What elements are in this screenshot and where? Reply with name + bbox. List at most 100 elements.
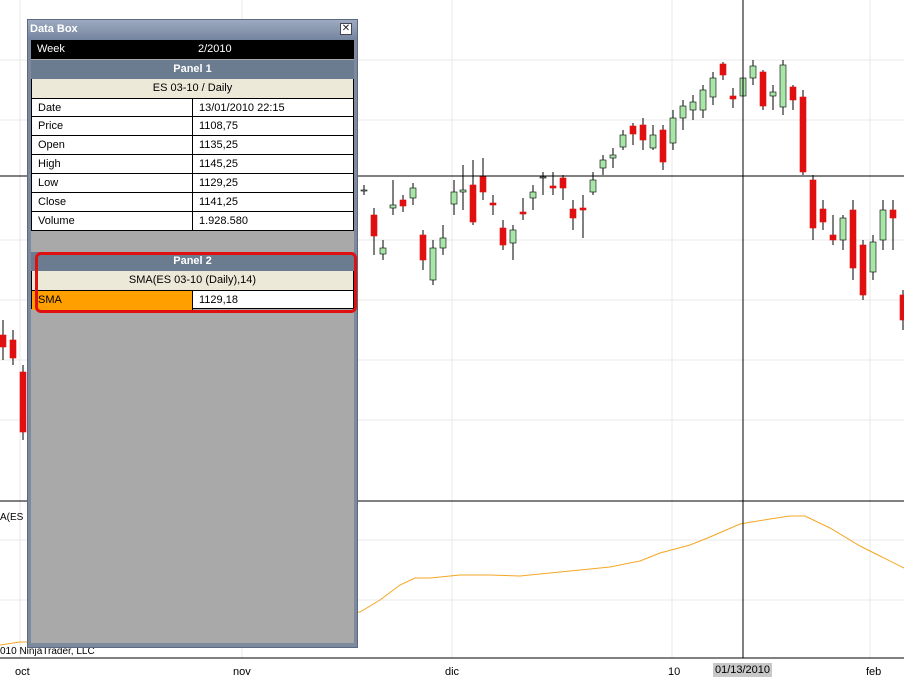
candle-body bbox=[699, 89, 707, 111]
candle-body bbox=[409, 187, 417, 199]
candle-body bbox=[19, 371, 27, 433]
candlestick bbox=[9, 330, 17, 365]
crosshair-date-label: 01/13/2010 bbox=[713, 663, 772, 677]
row-value: 1.928.580 bbox=[199, 215, 248, 227]
candlestick bbox=[579, 195, 587, 238]
candlestick bbox=[629, 123, 637, 145]
candlestick bbox=[799, 90, 807, 175]
candlestick bbox=[549, 172, 557, 195]
candle-body bbox=[759, 71, 767, 107]
indicator-tag: A(ES bbox=[0, 512, 24, 523]
candlestick bbox=[849, 200, 857, 280]
candle-body bbox=[689, 101, 697, 111]
sma-line bbox=[0, 515, 904, 646]
candlestick bbox=[589, 172, 597, 195]
candlestick bbox=[489, 195, 497, 215]
data-box-window[interactable]: Data Box ✕ Week 2/2010 Panel 1 ES 03-10 … bbox=[27, 19, 358, 648]
candle-body bbox=[9, 339, 17, 359]
candlestick bbox=[529, 185, 537, 210]
candlestick bbox=[709, 72, 717, 105]
candlestick bbox=[659, 125, 667, 170]
candle-body bbox=[899, 294, 904, 321]
data-row-price: Price 1108,75 bbox=[31, 117, 354, 136]
candlestick bbox=[360, 185, 368, 195]
candlestick bbox=[429, 240, 437, 285]
candle-body bbox=[360, 189, 368, 192]
candle-body bbox=[889, 209, 897, 219]
candlestick bbox=[609, 148, 617, 168]
row-value: 1129,18 bbox=[199, 294, 238, 306]
x-tick-label: 10 bbox=[668, 666, 680, 678]
candle-body bbox=[709, 77, 717, 98]
row-value: 1141,25 bbox=[199, 196, 238, 208]
candle-body bbox=[450, 191, 458, 205]
data-box-body: Week 2/2010 Panel 1 ES 03-10 / Daily Dat… bbox=[31, 40, 357, 643]
row-label: SMA bbox=[32, 291, 193, 310]
data-row-date: Date 13/01/2010 22:15 bbox=[31, 98, 354, 118]
panel1-header: Panel 1 bbox=[31, 60, 354, 79]
candle-body bbox=[679, 105, 687, 119]
data-box-title: Data Box bbox=[30, 23, 78, 35]
candle-body bbox=[849, 209, 857, 269]
candle-body bbox=[839, 217, 847, 241]
candlestick bbox=[559, 175, 567, 200]
candle-body bbox=[389, 204, 397, 209]
candlestick bbox=[450, 180, 458, 215]
candlestick bbox=[879, 200, 887, 250]
candlestick bbox=[569, 200, 577, 230]
row-value: 13/01/2010 22:15 bbox=[199, 102, 285, 114]
panel1-instrument: ES 03-10 / Daily bbox=[31, 79, 354, 98]
candlestick bbox=[769, 85, 777, 110]
candle-body bbox=[719, 63, 727, 76]
candlestick bbox=[459, 165, 467, 210]
candle-body bbox=[649, 134, 657, 149]
candlestick bbox=[759, 70, 767, 110]
candlestick bbox=[469, 160, 477, 225]
candlestick bbox=[729, 88, 737, 108]
candlestick bbox=[829, 215, 837, 245]
week-row: Week 2/2010 bbox=[31, 40, 354, 59]
x-axis-labels: oct nov dic 10 feb bbox=[15, 666, 881, 678]
row-label: Date bbox=[32, 99, 193, 118]
candlestick bbox=[499, 220, 507, 250]
candlestick bbox=[409, 183, 417, 205]
candlestick bbox=[379, 240, 387, 260]
close-icon[interactable]: ✕ bbox=[340, 23, 352, 35]
candle-body bbox=[509, 229, 517, 244]
candlestick bbox=[779, 60, 787, 115]
candle-body bbox=[559, 177, 567, 189]
candle-body bbox=[419, 234, 427, 261]
candlestick bbox=[899, 290, 904, 330]
candle-body bbox=[809, 179, 817, 229]
candlestick bbox=[749, 60, 757, 85]
data-row-volume: Volume 1.928.580 bbox=[31, 212, 354, 231]
data-box-titlebar[interactable]: Data Box ✕ bbox=[28, 20, 357, 40]
candle-body bbox=[669, 117, 677, 144]
candlestick bbox=[519, 198, 527, 220]
candlestick bbox=[699, 85, 707, 118]
candle-body bbox=[729, 95, 737, 100]
x-tick-label: nov bbox=[233, 666, 251, 678]
data-row-open: Open 1135,25 bbox=[31, 136, 354, 155]
data-row-high: High 1145,25 bbox=[31, 155, 354, 174]
candlestick bbox=[509, 225, 517, 260]
row-label: Low bbox=[32, 174, 193, 193]
candle-body bbox=[859, 244, 867, 296]
row-label: Volume bbox=[32, 212, 193, 231]
row-value: 1108,75 bbox=[199, 120, 238, 132]
candle-body bbox=[589, 179, 597, 193]
candlestick bbox=[679, 100, 687, 130]
candle-body bbox=[479, 175, 487, 193]
x-tick-label: dic bbox=[445, 666, 460, 678]
data-row-sma: SMA 1129,18 bbox=[31, 290, 354, 310]
candle-body bbox=[439, 237, 447, 249]
candlestick bbox=[479, 158, 487, 200]
candle-body bbox=[539, 176, 547, 179]
candle-body bbox=[0, 334, 7, 348]
candle-body bbox=[819, 208, 827, 223]
candle-body bbox=[869, 241, 877, 273]
panel2-header: Panel 2 bbox=[31, 252, 354, 271]
candlestick bbox=[789, 85, 797, 110]
candle-body bbox=[569, 208, 577, 219]
x-tick-label: feb bbox=[866, 666, 881, 678]
